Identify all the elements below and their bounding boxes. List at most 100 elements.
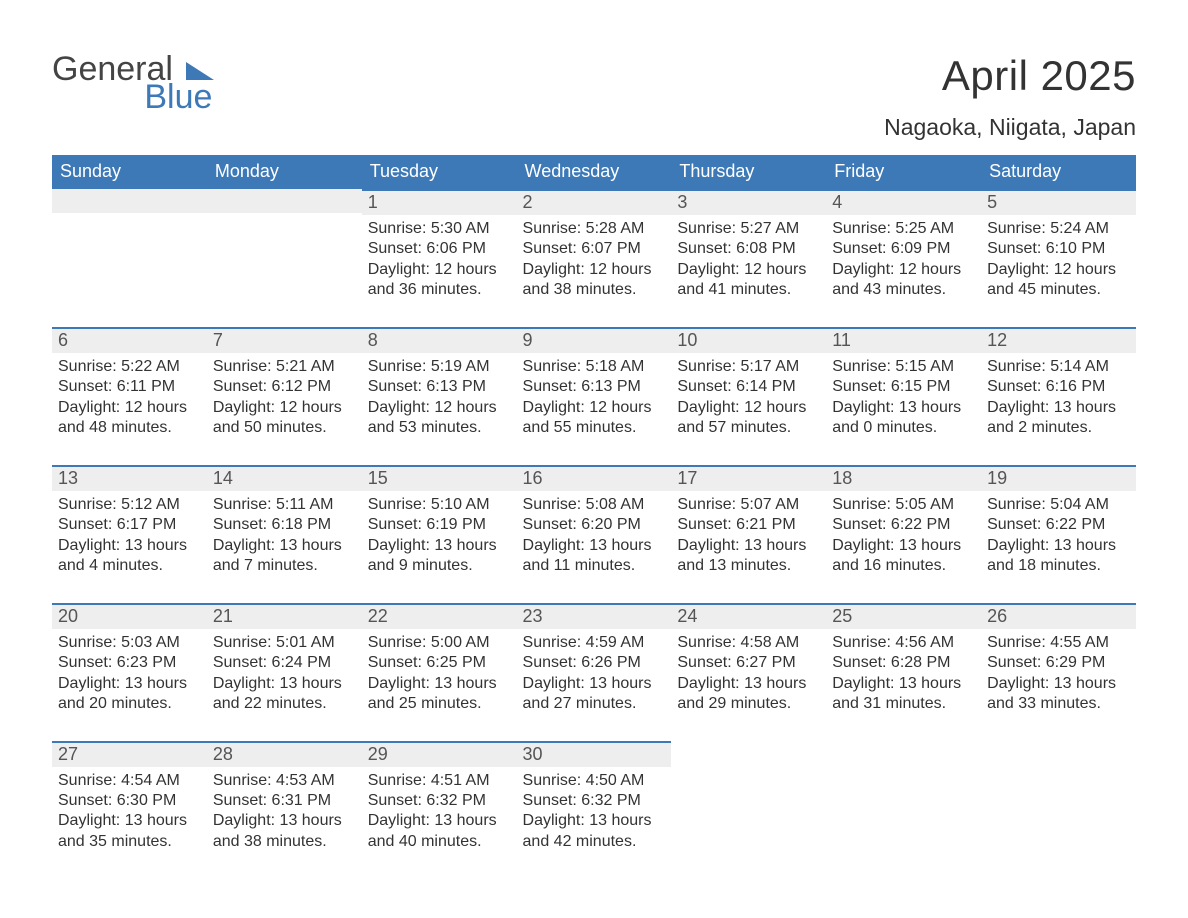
sunset-line: Sunset: 6:23 PM: [58, 653, 201, 673]
day-details: Sunrise: 5:08 AMSunset: 6:20 PMDaylight:…: [517, 491, 672, 603]
sunrise-line: Sunrise: 5:00 AM: [368, 633, 511, 653]
day-cell: 21Sunrise: 5:01 AMSunset: 6:24 PMDayligh…: [207, 603, 362, 741]
day-cell: 10Sunrise: 5:17 AMSunset: 6:14 PMDayligh…: [671, 327, 826, 465]
calendar-day-cell: 2Sunrise: 5:28 AMSunset: 6:07 PMDaylight…: [517, 189, 672, 327]
day-cell: 2Sunrise: 5:28 AMSunset: 6:07 PMDaylight…: [517, 189, 672, 327]
day-details: Sunrise: 5:25 AMSunset: 6:09 PMDaylight:…: [826, 215, 981, 327]
daylight-line: Daylight: 12 hours and 38 minutes.: [523, 260, 666, 301]
day-details: Sunrise: 4:58 AMSunset: 6:27 PMDaylight:…: [671, 629, 826, 741]
calendar-day-cell: 1Sunrise: 5:30 AMSunset: 6:06 PMDaylight…: [362, 189, 517, 327]
header: General Blue April 2025 Nagaoka, Niigata…: [52, 52, 1136, 141]
day-number: 6: [52, 327, 207, 353]
day-number: 15: [362, 465, 517, 491]
sunrise-line: Sunrise: 5:18 AM: [523, 357, 666, 377]
calendar-day-cell: 30Sunrise: 4:50 AMSunset: 6:32 PMDayligh…: [517, 741, 672, 879]
sunrise-line: Sunrise: 5:07 AM: [677, 495, 820, 515]
daylight-line: Daylight: 13 hours and 22 minutes.: [213, 674, 356, 715]
sunset-line: Sunset: 6:08 PM: [677, 239, 820, 259]
month-title: April 2025: [884, 52, 1136, 100]
sunrise-line: Sunrise: 4:53 AM: [213, 771, 356, 791]
sunset-line: Sunset: 6:09 PM: [832, 239, 975, 259]
calendar-table: Sunday Monday Tuesday Wednesday Thursday…: [52, 155, 1136, 878]
daylight-line: Daylight: 13 hours and 35 minutes.: [58, 811, 201, 852]
day-number: 13: [52, 465, 207, 491]
daylight-line: Daylight: 12 hours and 36 minutes.: [368, 260, 511, 301]
sunrise-line: Sunrise: 4:59 AM: [523, 633, 666, 653]
day-cell: 27Sunrise: 4:54 AMSunset: 6:30 PMDayligh…: [52, 741, 207, 879]
calendar-day-cell: 4Sunrise: 5:25 AMSunset: 6:09 PMDaylight…: [826, 189, 981, 327]
sunrise-line: Sunrise: 4:50 AM: [523, 771, 666, 791]
sunrise-line: Sunrise: 5:21 AM: [213, 357, 356, 377]
weekday-header: Monday: [207, 155, 362, 189]
sunset-line: Sunset: 6:28 PM: [832, 653, 975, 673]
sunset-line: Sunset: 6:12 PM: [213, 377, 356, 397]
calendar-day-cell: 13Sunrise: 5:12 AMSunset: 6:17 PMDayligh…: [52, 465, 207, 603]
weekday-header: Thursday: [671, 155, 826, 189]
daylight-line: Daylight: 12 hours and 41 minutes.: [677, 260, 820, 301]
day-cell: 24Sunrise: 4:58 AMSunset: 6:27 PMDayligh…: [671, 603, 826, 741]
daylight-line: Daylight: 13 hours and 29 minutes.: [677, 674, 820, 715]
calendar-week-row: 1Sunrise: 5:30 AMSunset: 6:06 PMDaylight…: [52, 189, 1136, 327]
sunset-line: Sunset: 6:17 PM: [58, 515, 201, 535]
sunset-line: Sunset: 6:22 PM: [987, 515, 1130, 535]
day-details: Sunrise: 4:51 AMSunset: 6:32 PMDaylight:…: [362, 767, 517, 879]
day-cell: [826, 741, 981, 861]
calendar-day-cell: 9Sunrise: 5:18 AMSunset: 6:13 PMDaylight…: [517, 327, 672, 465]
sunrise-line: Sunrise: 5:19 AM: [368, 357, 511, 377]
day-number: [52, 189, 207, 213]
calendar-day-cell: 17Sunrise: 5:07 AMSunset: 6:21 PMDayligh…: [671, 465, 826, 603]
sunrise-line: Sunrise: 5:12 AM: [58, 495, 201, 515]
calendar-day-cell: [981, 741, 1136, 879]
daylight-line: Daylight: 12 hours and 43 minutes.: [832, 260, 975, 301]
day-cell: 4Sunrise: 5:25 AMSunset: 6:09 PMDaylight…: [826, 189, 981, 327]
day-cell: [52, 189, 207, 309]
sunset-line: Sunset: 6:29 PM: [987, 653, 1130, 673]
day-number: [207, 189, 362, 213]
day-cell: 26Sunrise: 4:55 AMSunset: 6:29 PMDayligh…: [981, 603, 1136, 741]
day-number: 16: [517, 465, 672, 491]
calendar-day-cell: 27Sunrise: 4:54 AMSunset: 6:30 PMDayligh…: [52, 741, 207, 879]
sunrise-line: Sunrise: 5:15 AM: [832, 357, 975, 377]
day-details: Sunrise: 5:00 AMSunset: 6:25 PMDaylight:…: [362, 629, 517, 741]
day-number: 2: [517, 189, 672, 215]
day-cell: 28Sunrise: 4:53 AMSunset: 6:31 PMDayligh…: [207, 741, 362, 879]
calendar-day-cell: 20Sunrise: 5:03 AMSunset: 6:23 PMDayligh…: [52, 603, 207, 741]
day-cell: [671, 741, 826, 861]
day-number: 25: [826, 603, 981, 629]
sunset-line: Sunset: 6:32 PM: [523, 791, 666, 811]
calendar-day-cell: 24Sunrise: 4:58 AMSunset: 6:27 PMDayligh…: [671, 603, 826, 741]
sunset-line: Sunset: 6:15 PM: [832, 377, 975, 397]
day-details: Sunrise: 5:04 AMSunset: 6:22 PMDaylight:…: [981, 491, 1136, 603]
day-details: Sunrise: 5:30 AMSunset: 6:06 PMDaylight:…: [362, 215, 517, 327]
calendar-day-cell: 16Sunrise: 5:08 AMSunset: 6:20 PMDayligh…: [517, 465, 672, 603]
page: General Blue April 2025 Nagaoka, Niigata…: [0, 0, 1188, 918]
sunrise-line: Sunrise: 4:54 AM: [58, 771, 201, 791]
daylight-line: Daylight: 13 hours and 7 minutes.: [213, 536, 356, 577]
day-cell: 18Sunrise: 5:05 AMSunset: 6:22 PMDayligh…: [826, 465, 981, 603]
day-details: Sunrise: 5:11 AMSunset: 6:18 PMDaylight:…: [207, 491, 362, 603]
day-cell: 20Sunrise: 5:03 AMSunset: 6:23 PMDayligh…: [52, 603, 207, 741]
day-cell: 14Sunrise: 5:11 AMSunset: 6:18 PMDayligh…: [207, 465, 362, 603]
sunrise-line: Sunrise: 4:58 AM: [677, 633, 820, 653]
weekday-header: Saturday: [981, 155, 1136, 189]
sunrise-line: Sunrise: 5:03 AM: [58, 633, 201, 653]
sunset-line: Sunset: 6:32 PM: [368, 791, 511, 811]
daylight-line: Daylight: 13 hours and 11 minutes.: [523, 536, 666, 577]
calendar-day-cell: 12Sunrise: 5:14 AMSunset: 6:16 PMDayligh…: [981, 327, 1136, 465]
calendar-day-cell: [671, 741, 826, 879]
calendar-header-row: Sunday Monday Tuesday Wednesday Thursday…: [52, 155, 1136, 189]
day-number: 8: [362, 327, 517, 353]
sunset-line: Sunset: 6:24 PM: [213, 653, 356, 673]
day-number: 22: [362, 603, 517, 629]
day-number: 21: [207, 603, 362, 629]
day-number: 10: [671, 327, 826, 353]
weekday-header: Sunday: [52, 155, 207, 189]
daylight-line: Daylight: 13 hours and 18 minutes.: [987, 536, 1130, 577]
day-cell: 23Sunrise: 4:59 AMSunset: 6:26 PMDayligh…: [517, 603, 672, 741]
calendar-day-cell: 6Sunrise: 5:22 AMSunset: 6:11 PMDaylight…: [52, 327, 207, 465]
calendar-day-cell: 23Sunrise: 4:59 AMSunset: 6:26 PMDayligh…: [517, 603, 672, 741]
calendar-day-cell: 18Sunrise: 5:05 AMSunset: 6:22 PMDayligh…: [826, 465, 981, 603]
day-cell: 7Sunrise: 5:21 AMSunset: 6:12 PMDaylight…: [207, 327, 362, 465]
calendar-day-cell: 7Sunrise: 5:21 AMSunset: 6:12 PMDaylight…: [207, 327, 362, 465]
location: Nagaoka, Niigata, Japan: [884, 114, 1136, 141]
